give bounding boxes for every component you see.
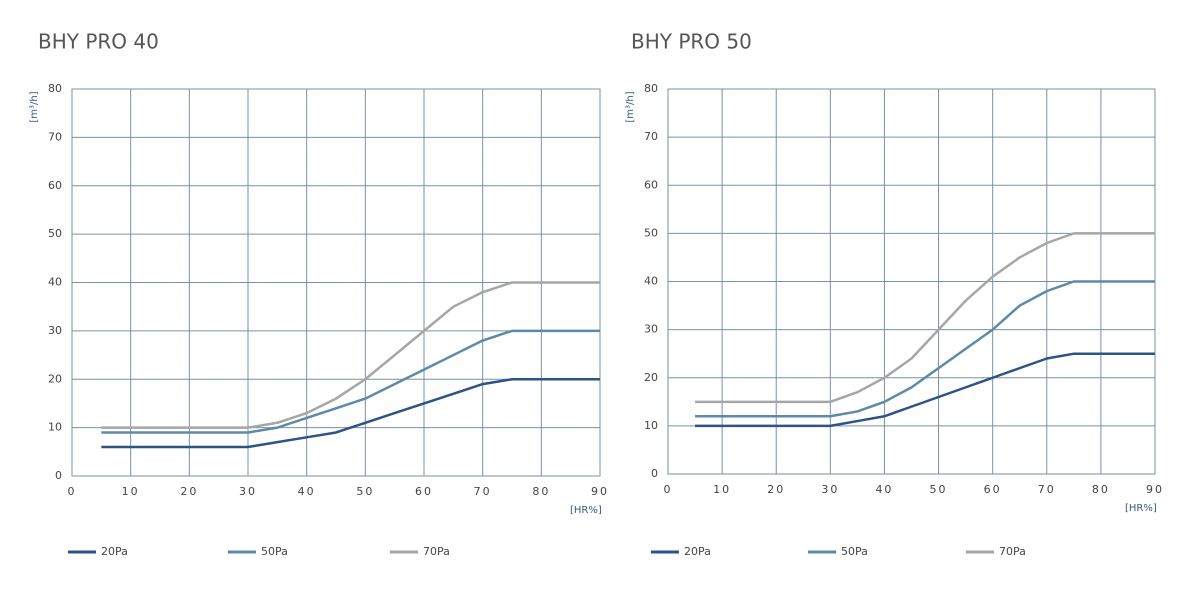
y-tick-label: 30 [48, 324, 62, 337]
y-tick-label: 0 [651, 467, 658, 480]
x-tick-label: 30 [821, 483, 839, 496]
chart-title: BHY PRO 40 [38, 30, 159, 54]
y-tick-label: 80 [48, 82, 62, 95]
y-tick-label: 40 [48, 276, 62, 289]
x-tick-label: 20 [767, 483, 785, 496]
x-tick-label: 50 [356, 485, 374, 498]
x-tick-label: 90 [1146, 483, 1164, 496]
x-tick-label: 10 [122, 485, 140, 498]
data-line [101, 378, 600, 449]
x-tick-label: 10 [713, 483, 731, 496]
x-tick-label: 40 [875, 483, 893, 496]
x-tick-label: 90 [591, 485, 609, 498]
y-tick-label: 40 [644, 275, 658, 288]
y-tick-label: 80 [644, 82, 658, 95]
data-line [695, 352, 1155, 428]
chart-title: BHY PRO 50 [631, 30, 752, 54]
x-axis-label: [HR%] [570, 505, 602, 516]
x-tick-label: 50 [930, 483, 948, 496]
legend-label: 50Pa [261, 545, 288, 558]
x-tick-label: 70 [474, 485, 492, 498]
y-tick-label: 50 [644, 226, 658, 239]
y-tick-label: 60 [644, 178, 658, 191]
y-tick-label: 70 [48, 130, 62, 143]
x-tick-label: 80 [532, 485, 550, 498]
y-tick-label: 30 [644, 323, 658, 336]
y-axis-label: [m³/h] [29, 91, 40, 122]
x-tick-label: 30 [239, 485, 257, 498]
x-tick-label: 80 [1092, 483, 1110, 496]
y-tick-label: 10 [644, 419, 658, 432]
y-tick-label: 50 [48, 227, 62, 240]
x-tick-label: 70 [1038, 483, 1056, 496]
y-tick-label: 0 [55, 469, 62, 482]
legend-label: 70Pa [999, 545, 1026, 558]
y-tick-label: 20 [48, 372, 62, 385]
legend-label: 70Pa [423, 545, 450, 558]
x-tick-label: 0 [68, 485, 77, 498]
y-tick-label: 20 [644, 371, 658, 384]
legend-label: 20Pa [101, 545, 128, 558]
x-tick-label: 0 [664, 483, 673, 496]
x-tick-label: 40 [298, 485, 316, 498]
data-line [101, 281, 600, 429]
data-line [695, 280, 1155, 418]
y-axis-label: [m³/h] [625, 91, 636, 122]
x-tick-label: 20 [180, 485, 198, 498]
x-axis-label: [HR%] [1125, 503, 1157, 514]
x-tick-label: 60 [984, 483, 1002, 496]
x-tick-label: 60 [415, 485, 433, 498]
data-line [695, 232, 1155, 404]
legend-label: 50Pa [841, 545, 868, 558]
y-tick-label: 70 [644, 130, 658, 143]
data-line [101, 329, 600, 434]
y-tick-label: 10 [48, 421, 62, 434]
y-tick-label: 60 [48, 179, 62, 192]
legend-label: 20Pa [684, 545, 711, 558]
